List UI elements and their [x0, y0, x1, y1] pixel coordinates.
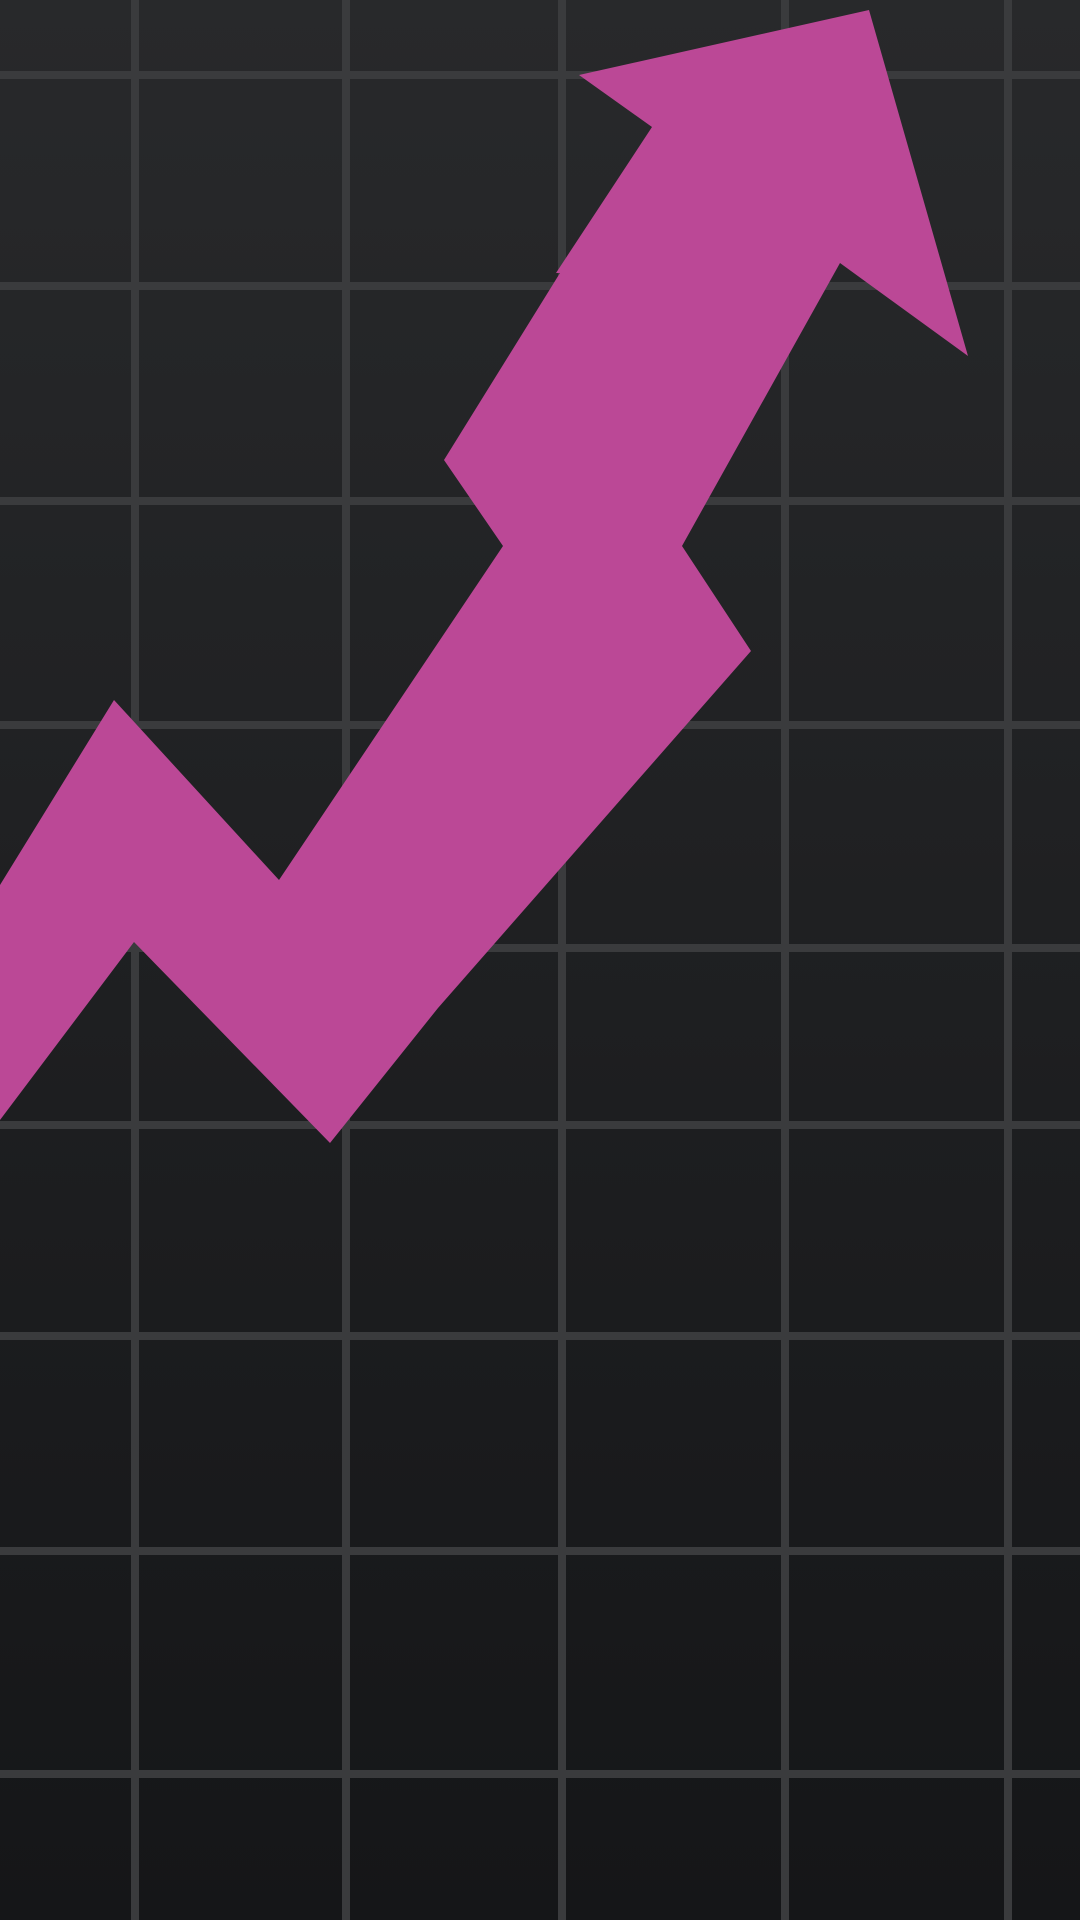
arrow-shape [0, 10, 968, 1143]
rising-zigzag-arrow-icon [0, 10, 968, 1143]
